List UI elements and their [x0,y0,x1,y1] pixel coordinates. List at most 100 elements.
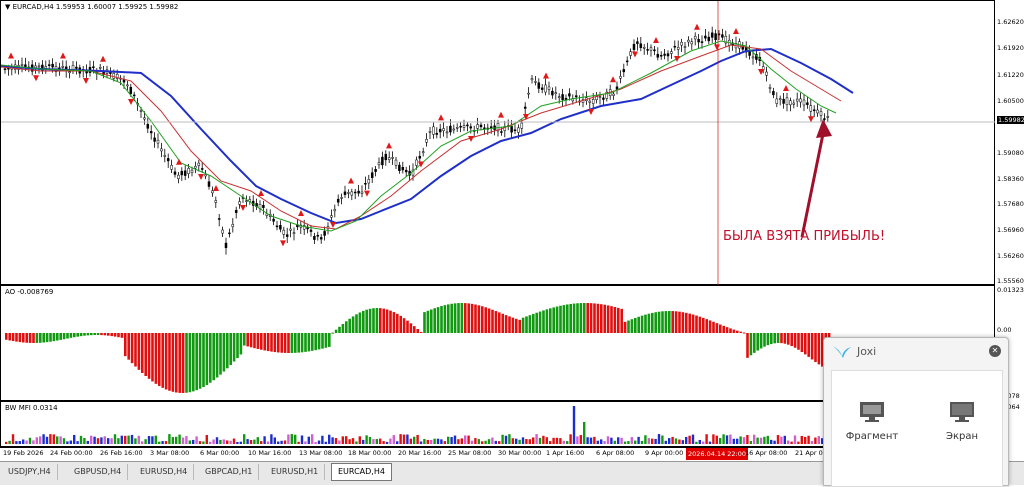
ao-bar [569,303,572,333]
close-icon[interactable]: ✕ [989,345,1001,357]
mfi-bar [484,440,487,444]
candle-body [812,109,816,112]
candle-body [163,155,167,157]
time-label: 10 Mar 16:00 [248,449,292,457]
mfi-bar [640,440,644,444]
candle-body [554,92,558,94]
ao-bar [28,333,32,343]
ao-bar [358,312,362,333]
mfi-bar [759,437,763,444]
fractal-marker [523,114,529,120]
ao-bar [810,333,814,360]
ao-bar [498,312,501,333]
candle-body [309,229,313,232]
candle-body [221,229,224,234]
candle-body [61,66,65,68]
mfi-bar [433,438,436,444]
ao-bar [787,333,790,345]
ao-bar [18,333,22,343]
mfi-bar [651,438,654,444]
mfi-bar [226,440,229,444]
mfi-bar [18,441,21,444]
candle-body [92,66,95,68]
mfi-bar [705,434,708,444]
candle-body [160,148,163,152]
ao-bar [749,333,753,356]
ao-bar [277,333,280,353]
mfi-bar [552,437,555,444]
candle-body [445,131,449,134]
tab-gbpcad-h1[interactable]: GBPCAD,H1 [199,464,260,480]
candle-body [180,170,184,176]
mfi-bar [365,435,368,444]
tab-eurusd-h1[interactable]: EURUSD,H1 [265,464,326,480]
mfi-bar [355,441,358,444]
candle-body [765,71,768,76]
mfi-bar [334,438,338,444]
ao-bar [430,309,433,333]
candle-body [234,209,238,213]
ao-bar [300,333,304,353]
ao-bar [657,311,661,333]
candle-body [551,90,554,96]
mfi-bar [780,436,783,444]
candle-body [707,36,711,42]
ao-bar [93,333,96,336]
ao-bar [151,333,154,382]
candle-body [231,224,235,227]
mfi-bar [219,439,222,444]
tab-eurusd-h4[interactable]: EURUSD,H4 [134,464,195,480]
candle-body [357,190,360,194]
candle-body [598,96,602,98]
ao-bar [232,333,236,362]
candle-body [469,126,473,129]
mfi-bar [311,434,314,444]
candle-body [625,60,629,63]
price-tick: 1.58360 [997,175,1024,183]
mfi-bar [501,434,504,444]
ao-bar [746,333,749,358]
candle-body [435,132,439,135]
candle-body [513,129,517,132]
mfi-bar [695,441,698,444]
candle-body [768,87,772,89]
tab-gbpusd-h4[interactable]: GBPUSD,H4 [68,464,129,480]
mfi-bar [368,436,372,444]
ao-bar [42,333,45,343]
ao-bar [793,333,797,348]
mfi-histogram-canvas [5,406,831,444]
time-label: 9 Apr 00:00 [645,449,684,457]
joxi-widget[interactable]: Joxi ✕ Фрагмент Экран [823,337,1009,487]
mfi-bar [246,439,249,444]
candle-body [557,96,561,98]
mfi-bar [783,435,786,444]
mfi-bar [804,436,807,444]
candle-body [778,98,782,100]
mfi-bar [753,434,756,444]
ao-bar [76,333,79,337]
tab-usdjpy-h4[interactable]: USDJPY,H4 [2,464,58,480]
joxi-fragment-button[interactable]: Фрагмент [837,401,907,442]
mfi-bar [263,436,266,444]
mfi-bar [586,437,589,444]
ao-bar [171,333,175,392]
candle-body [639,43,643,48]
mfi-bar [49,434,52,444]
tab-eurcad-h4[interactable]: EURCAD,H4 [331,463,392,481]
price-chart-canvas [1,1,996,286]
ao-bar [317,333,321,350]
ao-bar [487,308,491,333]
price-tick: 1.62620 [997,18,1024,26]
joxi-title: Joxi [857,345,877,358]
joxi-screen-button[interactable]: Экран [927,401,997,442]
mfi-bar [181,437,185,444]
ao-bar [236,333,239,359]
candle-body [343,191,347,195]
candle-body [238,201,241,205]
mfi-bar [702,441,705,444]
candle-body [751,56,755,59]
mfi-bar [409,438,412,444]
price-chart-pane[interactable]: ▼ EURCAD,H4 1.59953 1.60007 1.59925 1.59… [0,0,996,286]
candle-body [588,100,592,103]
price-tick: 1.56960 [997,226,1024,234]
